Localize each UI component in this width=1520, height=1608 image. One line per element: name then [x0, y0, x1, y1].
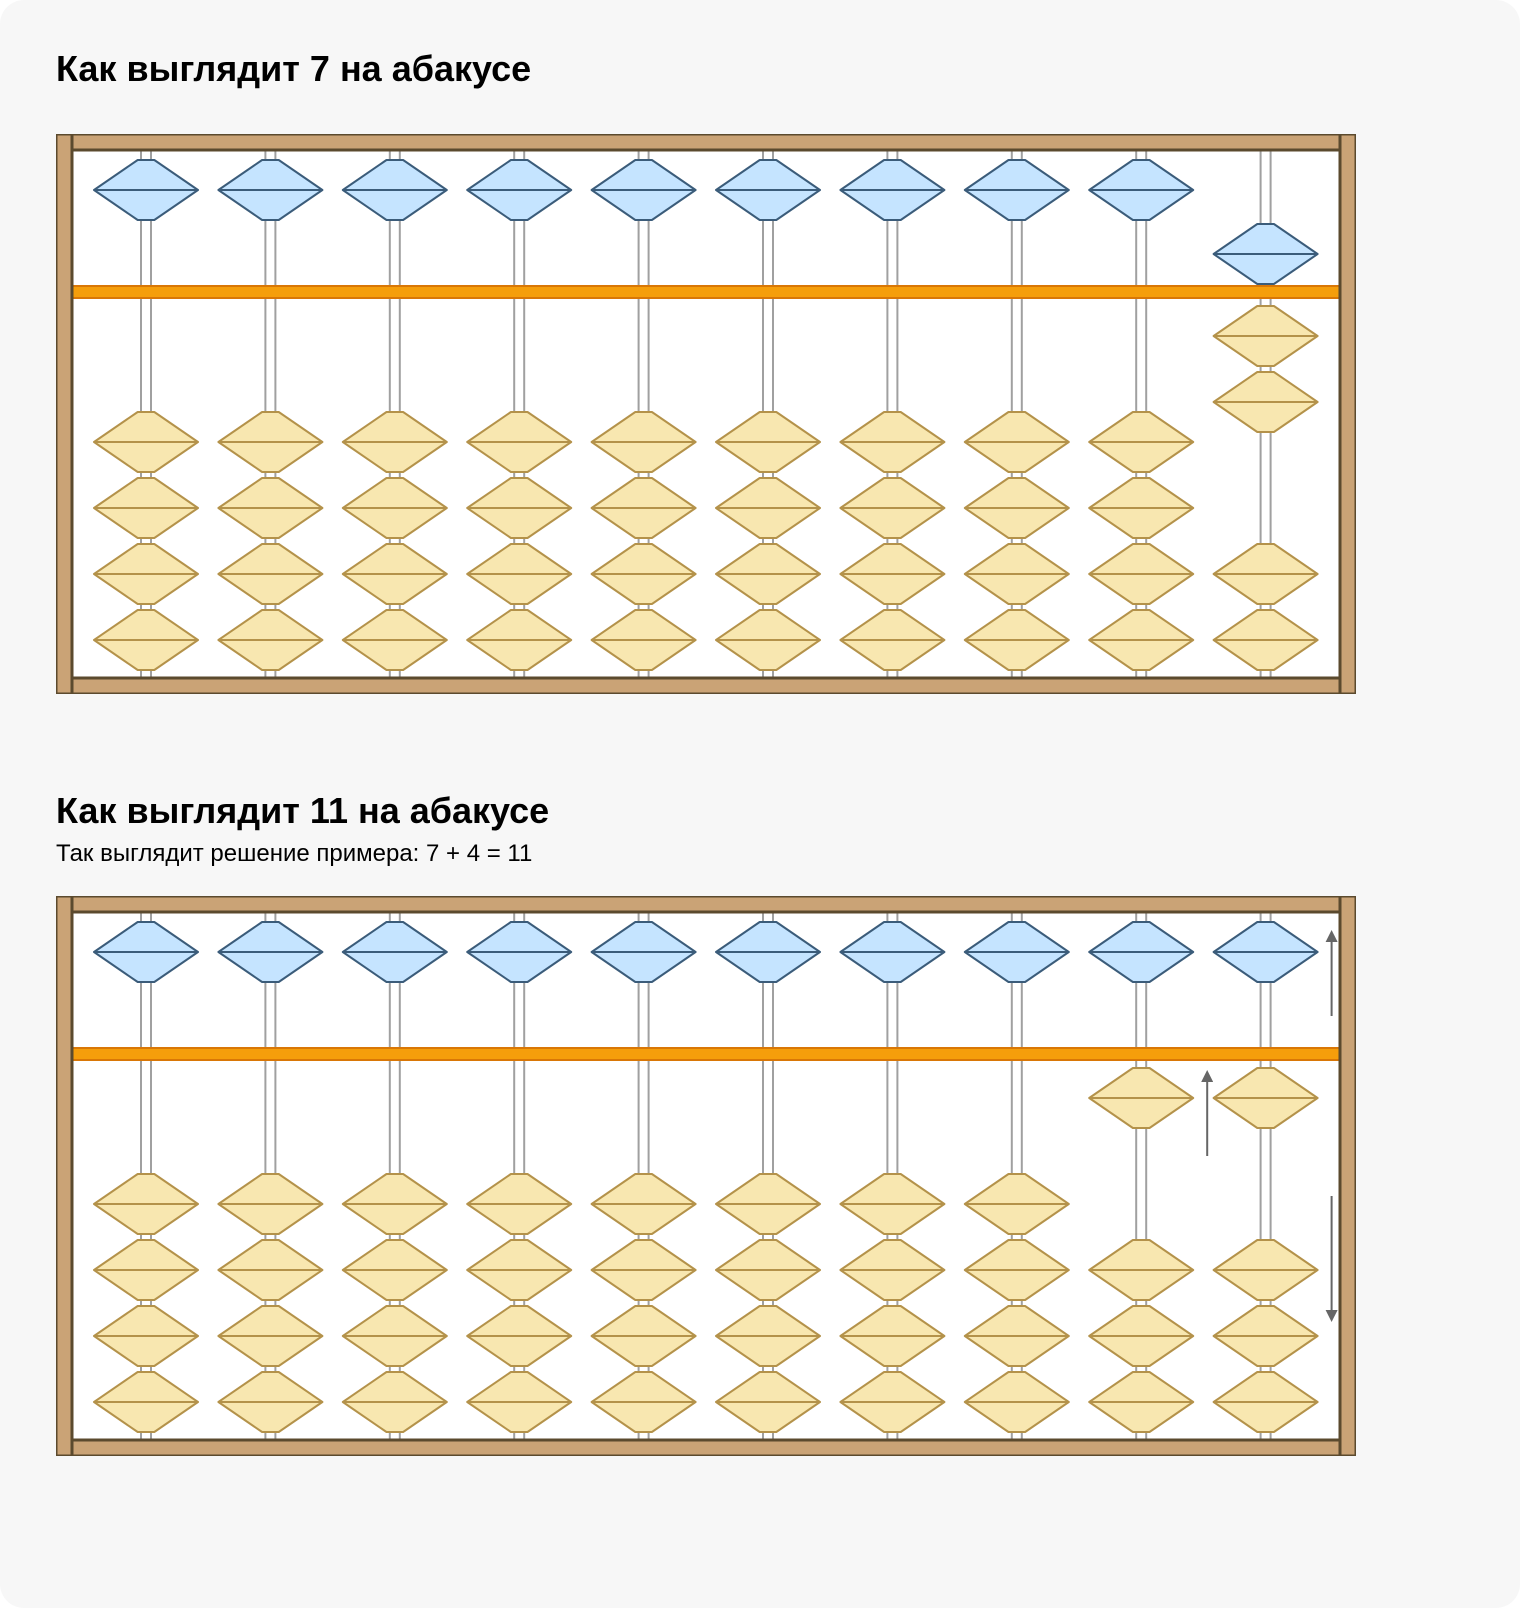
section-eleven: Как выглядит 11 на абакусе Так выглядит … — [56, 790, 1464, 1456]
reckoning-bar — [71, 1048, 1341, 1060]
abacus-seven — [56, 134, 1356, 694]
page: Как выглядит 7 на абакусе Как выглядит 1… — [0, 0, 1520, 1608]
title-seven: Как выглядит 7 на абакусе — [56, 48, 1464, 90]
abacus-eleven — [56, 896, 1356, 1456]
spacer — [56, 98, 1464, 134]
reckoning-bar — [71, 286, 1341, 298]
subtitle-eleven: Так выглядит решение примера: 7 + 4 = 11 — [56, 840, 1464, 868]
title-eleven: Как выглядит 11 на абакусе — [56, 790, 1464, 832]
section-seven: Как выглядит 7 на абакусе — [56, 48, 1464, 694]
